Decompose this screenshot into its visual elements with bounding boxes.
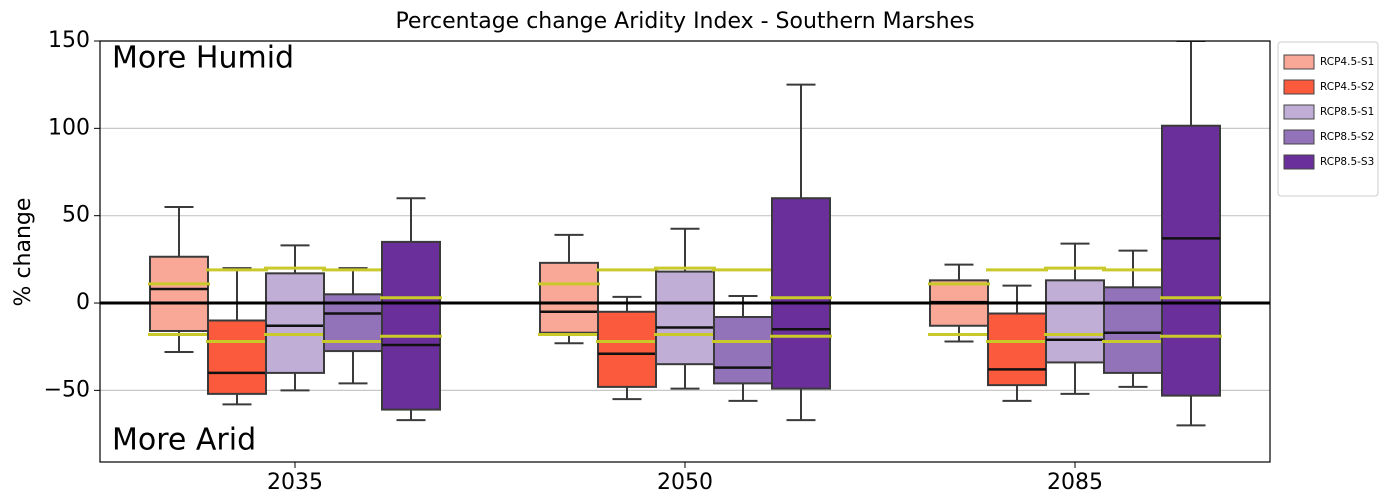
- box: [539, 261, 599, 334]
- y-tick-label: 0: [76, 290, 90, 315]
- legend-swatch: [1283, 104, 1315, 120]
- annotation: More Humid: [112, 41, 294, 76]
- y-tick-label: 100: [48, 115, 90, 140]
- box: [655, 270, 715, 366]
- x-tick-label: 2050: [657, 470, 713, 493]
- legend-swatch: [1283, 129, 1315, 145]
- legend-swatch: [1283, 54, 1315, 70]
- box: [381, 240, 441, 411]
- legend-label: RCP4.5-S1: [1320, 56, 1374, 68]
- box: [207, 319, 267, 395]
- y-tick-label: 50: [62, 203, 90, 228]
- box: [149, 255, 209, 332]
- plot-area: [100, 41, 1270, 427]
- y-axis-label: % change: [11, 198, 36, 307]
- box: [597, 310, 657, 388]
- y-tick-label: 150: [48, 28, 90, 53]
- legend-swatch: [1283, 79, 1315, 95]
- annotation: More Arid: [112, 423, 256, 458]
- box: [1161, 124, 1221, 397]
- box: [1045, 279, 1105, 364]
- box: [713, 316, 773, 385]
- box: [771, 197, 831, 390]
- x-tick-label: 2035: [267, 470, 323, 493]
- legend-swatch: [1283, 154, 1315, 170]
- legend-label: RCP8.5-S2: [1320, 131, 1374, 143]
- plot-frame: [99, 40, 1271, 463]
- chart-title: Percentage change Aridity Index - Southe…: [395, 9, 974, 34]
- y-tick-label: −50: [44, 377, 90, 402]
- legend-label: RCP8.5-S3: [1320, 156, 1374, 168]
- box: [1103, 286, 1163, 374]
- x-tick-label: 2085: [1047, 470, 1103, 493]
- legend-label: RCP4.5-S2: [1320, 81, 1374, 93]
- box: [987, 312, 1047, 387]
- box: [265, 272, 325, 374]
- legend-label: RCP8.5-S1: [1320, 106, 1374, 118]
